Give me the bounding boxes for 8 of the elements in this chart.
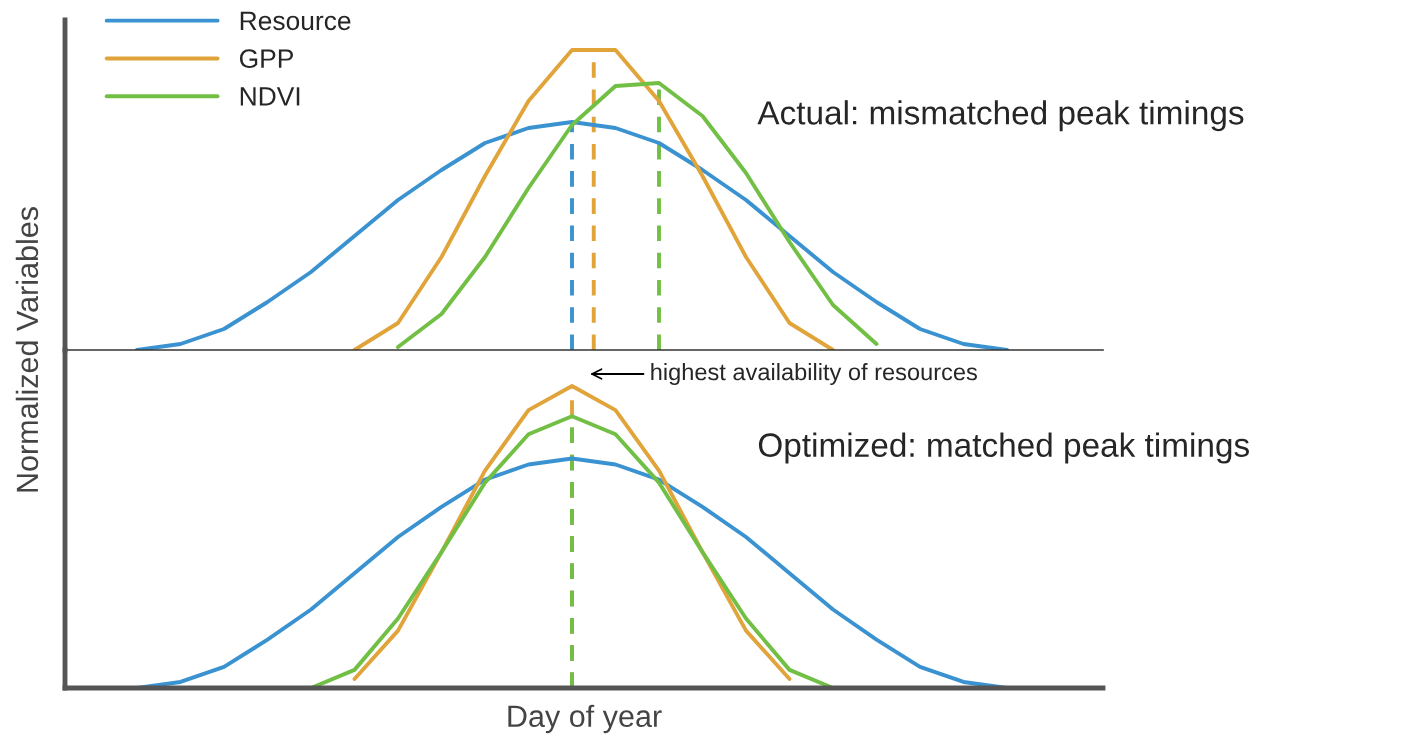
- x-axis-title: Day of year: [508, 704, 662, 734]
- legend-label: GPP: [239, 49, 293, 68]
- annotation: Actual: mismatched peak timings: [757, 100, 1244, 132]
- legend-label: NDVI: [240, 87, 300, 106]
- annotation: Optimized: matched peak timings: [758, 432, 1249, 464]
- legend-label: Resource: [240, 11, 351, 31]
- text: highest availability of resources: [651, 362, 977, 385]
- y-axis-title: Normalized Variables: [15, 207, 39, 492]
